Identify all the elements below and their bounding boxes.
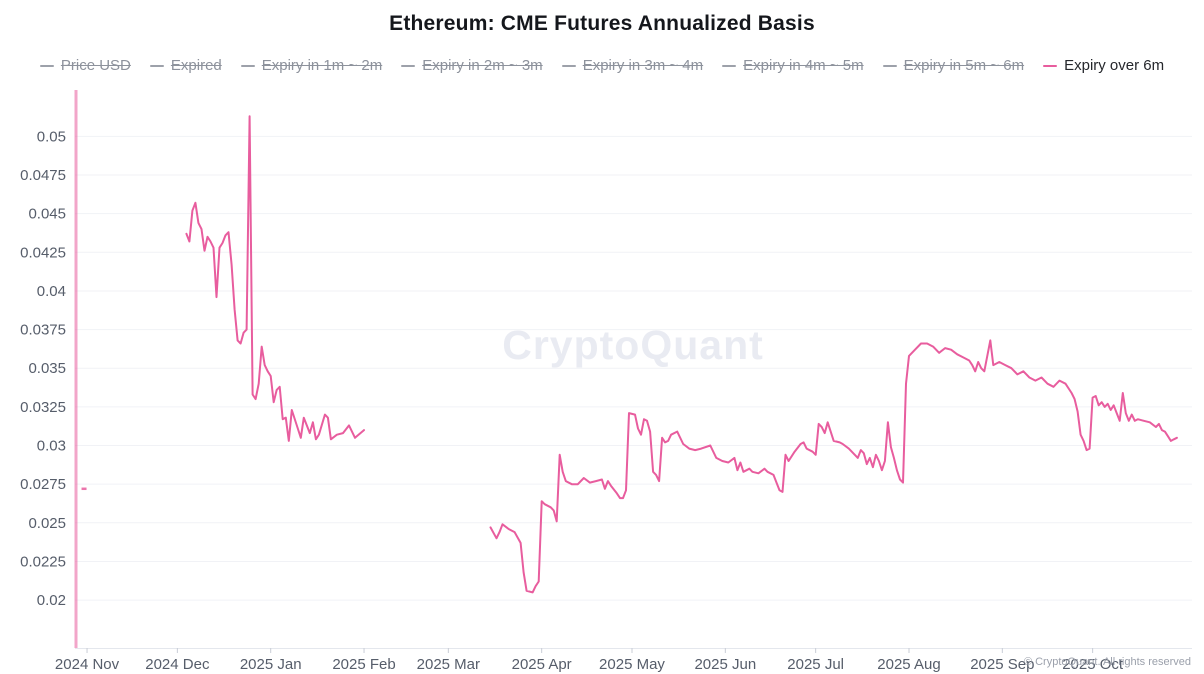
y-axis-label: 0.0375 [20, 322, 66, 339]
y-axis-label: 0.0425 [20, 244, 66, 261]
legend-marker-dash [882, 64, 897, 67]
legend-item-label: Expiry over 6m [1064, 57, 1165, 74]
y-axis-label: 0.02 [37, 592, 66, 609]
legend-item-label: Expiry in 2m ~ 3m [422, 57, 543, 74]
legend-item-expiry-5m-6m[interactable]: Expiry in 5m ~ 6m [882, 57, 1025, 74]
legend-marker-dash [149, 64, 164, 67]
legend-marker-dash [1043, 64, 1058, 67]
y-axis-label: 0.025 [28, 515, 66, 532]
legend-marker-dash [722, 64, 737, 67]
x-axis-label: 2025 Feb [332, 656, 395, 673]
x-axis-label: 2025 Sep [970, 656, 1034, 673]
y-axis-label: 0.045 [28, 206, 66, 223]
x-axis-label: 2025 Mar [417, 656, 480, 673]
legend-item-label: Expiry in 5m ~ 6m [903, 57, 1025, 74]
x-axis-label: 2025 Jul [787, 656, 844, 673]
y-axis-label: 0.03 [37, 438, 66, 455]
x-axis-label: 2025 May [599, 656, 665, 673]
legend-item-label: Expiry in 3m ~ 4m [582, 57, 704, 74]
legend-item-expiry-1m-2m[interactable]: Expiry in 1m ~ 2m [240, 57, 383, 74]
x-axis-label: 2025 Aug [877, 656, 940, 673]
x-axis-label: 2025 Jan [240, 656, 302, 673]
x-axis-label: 2025 Oct [1062, 656, 1124, 673]
x-axis-label: 2025 Apr [512, 656, 572, 673]
chart-title: Ethereum: CME Futures Annualized Basis [389, 12, 815, 35]
x-axis-label: 2024 Nov [55, 656, 120, 673]
y-axis-label: 0.04 [37, 283, 66, 300]
legend-item-expiry-over-6m[interactable]: Expiry over 6m [1043, 57, 1164, 74]
copyright-notice: © CryptoQuant. All rights reserved [1023, 656, 1191, 668]
legend-marker-dash [240, 64, 255, 67]
legend-item-expiry-3m-4m[interactable]: Expiry in 3m ~ 4m [561, 57, 704, 74]
x-axis-label: 2024 Dec [145, 656, 210, 673]
legend-item-label: Expiry in 4m ~ 5m [743, 57, 864, 74]
y-axis-label: 0.05 [37, 128, 66, 145]
series-expiry-over-6m [185, 115, 365, 442]
y-axis-label: 0.0475 [20, 167, 66, 184]
legend-marker-dash [561, 64, 576, 67]
chart-legend: Price USD Expired Expiry in 1m ~ 2m Expi… [0, 57, 1204, 74]
legend-item-label: Price USD [60, 57, 131, 74]
y-axis-label: 0.0325 [20, 399, 66, 416]
y-axis-label: 0.035 [28, 360, 66, 377]
y-axis-label: 0.0225 [20, 553, 66, 570]
x-axis-label: 2025 Jun [694, 656, 756, 673]
legend-item-price-usd[interactable]: Price USD [39, 57, 131, 74]
legend-item-expiry-2m-3m[interactable]: Expiry in 2m ~ 3m [401, 57, 543, 74]
legend-item-label: Expired [170, 57, 222, 74]
legend-item-expiry-4m-5m[interactable]: Expiry in 4m ~ 5m [722, 57, 864, 74]
legend-marker-dash [401, 64, 416, 67]
series-expiry-over-6m [489, 339, 1178, 594]
legend-item-expired[interactable]: Expired [149, 57, 222, 74]
legend-item-label: Expiry in 1m ~ 2m [261, 57, 383, 74]
y-axis-label: 0.0275 [20, 476, 66, 493]
legend-marker-dash [39, 64, 54, 67]
